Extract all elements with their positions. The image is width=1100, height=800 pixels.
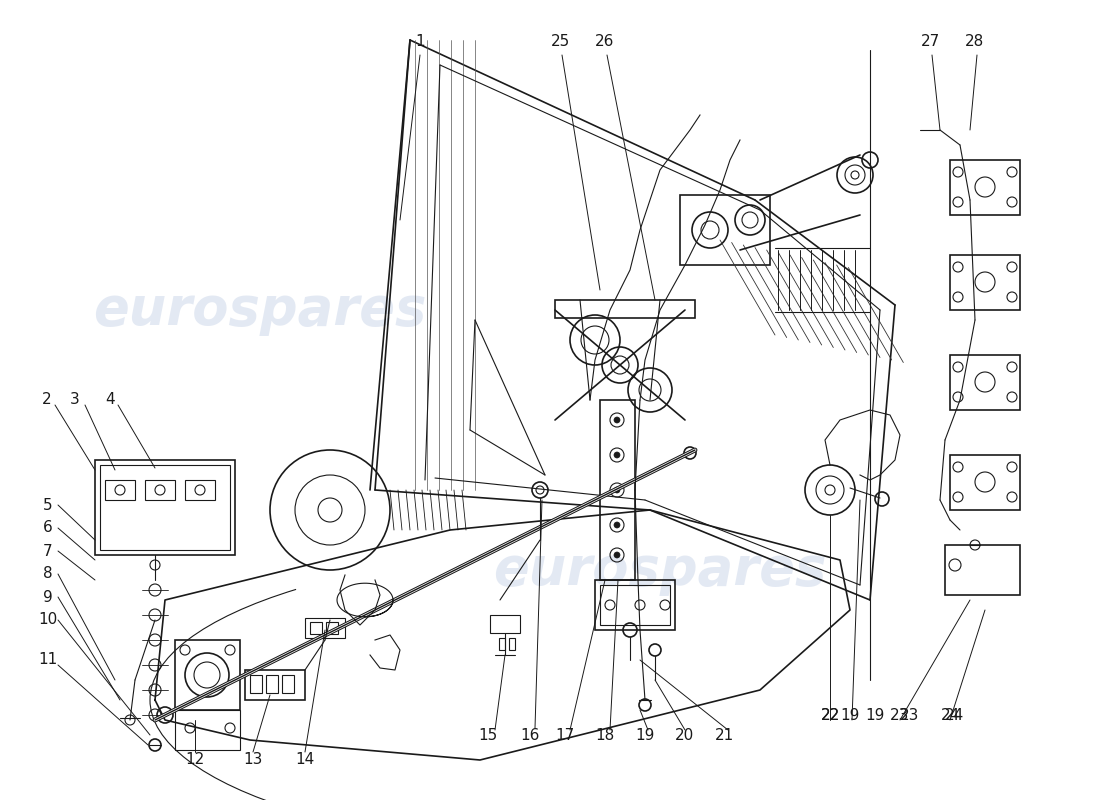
Text: 12: 12 <box>186 753 205 767</box>
Text: 16: 16 <box>520 727 540 742</box>
Text: eurospares: eurospares <box>94 284 427 336</box>
Bar <box>595 580 675 630</box>
Text: 22: 22 <box>821 707 839 722</box>
Bar <box>950 255 1020 310</box>
Text: 6: 6 <box>43 521 53 535</box>
Text: 23: 23 <box>890 707 910 722</box>
Bar <box>250 675 262 693</box>
Bar <box>145 480 175 500</box>
Text: 24: 24 <box>945 707 965 722</box>
Text: 15: 15 <box>478 727 497 742</box>
Bar <box>305 618 345 638</box>
Text: 8: 8 <box>43 566 53 582</box>
Text: 24: 24 <box>940 707 959 722</box>
Text: 23: 23 <box>900 707 920 722</box>
Circle shape <box>614 552 620 558</box>
Text: 2: 2 <box>42 393 52 407</box>
Text: 28: 28 <box>966 34 984 50</box>
Text: 4: 4 <box>106 393 114 407</box>
Text: 25: 25 <box>550 34 570 50</box>
Bar <box>490 615 520 633</box>
Bar <box>104 480 135 500</box>
Text: 10: 10 <box>39 613 57 627</box>
Bar <box>266 675 278 693</box>
Text: 9: 9 <box>43 590 53 605</box>
Bar <box>175 710 240 750</box>
Bar <box>680 195 770 265</box>
Bar <box>310 622 322 634</box>
Bar <box>945 545 1020 595</box>
Text: 1: 1 <box>415 34 425 50</box>
Circle shape <box>825 485 835 495</box>
Text: 13: 13 <box>243 753 263 767</box>
Text: 21: 21 <box>715 727 735 742</box>
Circle shape <box>614 452 620 458</box>
Bar <box>282 675 294 693</box>
Text: 11: 11 <box>39 653 57 667</box>
Circle shape <box>614 487 620 493</box>
Bar <box>185 480 214 500</box>
Bar <box>950 455 1020 510</box>
Text: 14: 14 <box>296 753 315 767</box>
Bar <box>600 585 670 625</box>
Text: 26: 26 <box>595 34 615 50</box>
Text: 5: 5 <box>43 498 53 513</box>
Text: 3: 3 <box>70 393 80 407</box>
Bar <box>245 670 305 700</box>
Text: 17: 17 <box>556 727 574 742</box>
Bar <box>556 300 695 318</box>
Bar <box>950 160 1020 215</box>
Bar <box>499 638 505 650</box>
Bar <box>326 622 338 634</box>
Circle shape <box>614 417 620 423</box>
Text: 20: 20 <box>675 727 694 742</box>
Bar <box>509 638 515 650</box>
Text: 19: 19 <box>636 727 654 742</box>
Text: 19: 19 <box>866 707 884 722</box>
Text: 7: 7 <box>43 543 53 558</box>
Circle shape <box>614 522 620 528</box>
Bar <box>175 640 240 710</box>
Circle shape <box>851 171 859 179</box>
Text: 22: 22 <box>821 707 839 722</box>
Text: 18: 18 <box>595 727 615 742</box>
Bar <box>95 460 235 555</box>
Bar <box>950 355 1020 410</box>
Text: 19: 19 <box>840 707 860 722</box>
Bar <box>100 465 230 550</box>
Text: eurospares: eurospares <box>493 544 827 596</box>
Text: 27: 27 <box>921 34 939 50</box>
Circle shape <box>318 498 342 522</box>
Bar <box>600 400 635 580</box>
